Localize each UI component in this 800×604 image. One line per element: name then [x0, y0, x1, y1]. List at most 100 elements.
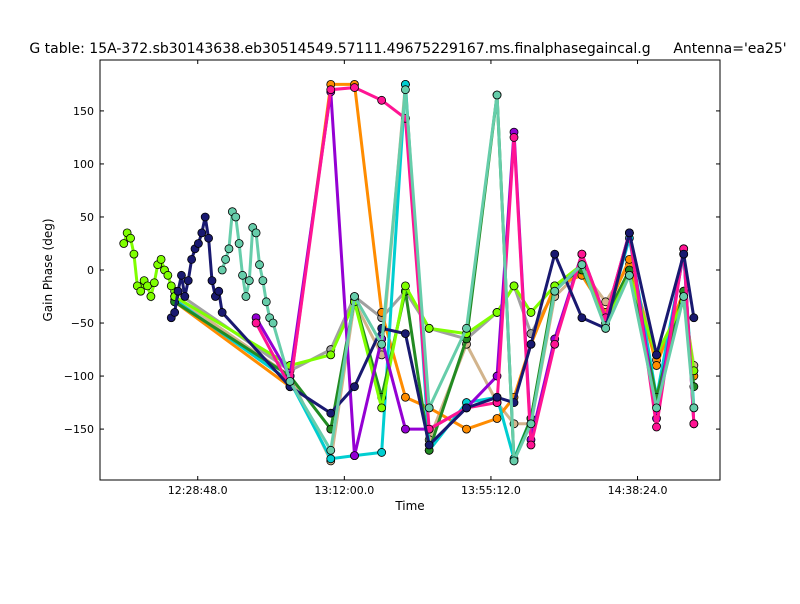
series-line	[173, 82, 696, 431]
data-point	[214, 286, 224, 296]
data-point	[166, 281, 176, 291]
data-point	[624, 270, 634, 280]
data-point	[462, 323, 471, 333]
data-point	[577, 249, 587, 259]
data-point	[350, 451, 359, 461]
data-point	[652, 403, 661, 413]
data-point	[258, 276, 268, 286]
data-point	[492, 392, 502, 402]
data-point	[601, 323, 611, 333]
data-point	[577, 313, 587, 323]
data-point	[241, 292, 251, 301]
axis-ticks: 12:28:48.0 13:12:00.0 13:55:12.0 14:38:24.0…	[64, 60, 720, 497]
data-point	[424, 403, 434, 413]
data-point	[550, 339, 560, 349]
x-tick-label: 12:28:48.0	[168, 484, 228, 497]
data-point	[679, 292, 689, 301]
data-point	[187, 254, 197, 264]
y-tick-label: −100	[64, 370, 94, 383]
data-point	[156, 254, 166, 264]
data-point	[255, 260, 264, 270]
data-point	[689, 403, 699, 413]
data-point	[492, 90, 502, 100]
y-axis-label: Gain Phase (deg)	[41, 218, 55, 321]
data-point	[689, 313, 699, 323]
data-point	[509, 133, 519, 142]
y-tick-label: 100	[73, 158, 94, 171]
data-point	[221, 254, 230, 264]
data-point	[173, 286, 183, 296]
data-point	[652, 350, 661, 360]
data-point	[231, 212, 241, 222]
data-point	[136, 286, 146, 296]
data-point	[526, 419, 536, 429]
data-point	[217, 265, 227, 275]
data-point	[146, 292, 156, 301]
data-point	[492, 414, 502, 423]
data-point	[509, 456, 519, 466]
series-line	[173, 84, 696, 466]
data-point	[177, 270, 186, 280]
data-point	[183, 276, 193, 286]
data-point	[326, 350, 336, 360]
series-line	[173, 84, 696, 464]
data-point	[652, 422, 661, 432]
data-point	[350, 83, 359, 92]
series-aquamarine	[217, 85, 699, 466]
x-tick-label: 14:38:24.0	[608, 484, 668, 497]
data-point	[326, 454, 336, 464]
data-point	[550, 286, 560, 296]
data-point	[194, 239, 203, 248]
data-point	[326, 408, 336, 418]
data-point	[401, 424, 410, 434]
data-point	[401, 329, 410, 339]
data-point	[224, 244, 234, 254]
data-point	[119, 239, 129, 248]
data-point	[689, 419, 699, 429]
data-point	[326, 85, 336, 95]
data-point	[462, 403, 471, 413]
data-point	[285, 376, 295, 386]
data-point	[251, 318, 261, 328]
data-point	[251, 228, 261, 238]
data-point	[170, 308, 180, 317]
data-point	[234, 239, 244, 248]
y-tick-label: 150	[73, 105, 94, 118]
chart-title: G table: 15A-372.sb30143638.eb30514549.5…	[29, 41, 650, 57]
data-point	[129, 249, 139, 259]
data-point	[624, 228, 634, 238]
data-point	[377, 448, 387, 457]
data-point	[149, 278, 159, 288]
data-point	[377, 403, 387, 413]
data-point	[377, 95, 387, 105]
data-point	[200, 212, 210, 222]
data-point	[526, 440, 536, 450]
data-point	[126, 233, 135, 243]
data-point	[401, 85, 410, 95]
y-tick-label: 50	[80, 211, 94, 224]
data-point	[424, 440, 434, 450]
data-point	[652, 361, 661, 370]
data-point	[424, 323, 434, 333]
data-point	[350, 382, 359, 392]
data-point	[679, 249, 689, 259]
data-point	[526, 339, 536, 349]
data-point	[204, 233, 213, 243]
series-group	[119, 79, 699, 466]
x-tick-label: 13:55:12.0	[461, 484, 521, 497]
x-tick-label: 13:12:00.0	[314, 484, 374, 497]
antenna-label: Antenna='ea25'	[673, 41, 786, 57]
data-point	[350, 292, 359, 301]
data-point	[509, 281, 519, 291]
data-point	[377, 339, 387, 349]
data-point	[326, 445, 336, 455]
data-point	[238, 270, 247, 280]
data-point	[180, 292, 190, 301]
data-point	[207, 276, 217, 286]
data-point	[217, 308, 227, 317]
data-point	[462, 424, 471, 434]
y-tick-label: −150	[64, 423, 94, 436]
data-point	[550, 249, 560, 259]
